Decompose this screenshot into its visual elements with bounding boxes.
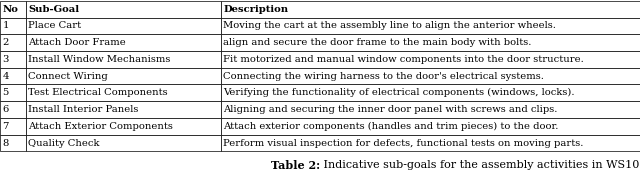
Text: Install Window Mechanisms: Install Window Mechanisms: [28, 55, 170, 64]
Text: align and secure the door frame to the main body with bolts.: align and secure the door frame to the m…: [223, 38, 532, 47]
Text: Connect Wiring: Connect Wiring: [28, 72, 108, 81]
Bar: [26, 1, 221, 18]
Bar: [0, 118, 26, 135]
Bar: [26, 51, 221, 68]
Bar: [0, 1, 26, 18]
Text: Connecting the wiring harness to the door's electrical systems.: Connecting the wiring harness to the doo…: [223, 72, 544, 81]
Bar: [26, 68, 221, 85]
Bar: [26, 118, 221, 135]
Bar: [26, 135, 221, 151]
Text: No: No: [3, 5, 19, 14]
Bar: [0, 68, 26, 85]
Text: Indicative sub-goals for the assembly activities in WS10.: Indicative sub-goals for the assembly ac…: [320, 160, 640, 170]
Text: Verifying the functionality of electrical components (windows, locks).: Verifying the functionality of electrica…: [223, 88, 575, 97]
Text: 4: 4: [3, 72, 9, 81]
Bar: [26, 18, 221, 34]
Bar: [221, 101, 640, 118]
Bar: [26, 85, 221, 101]
Text: 3: 3: [3, 55, 9, 64]
Bar: [0, 101, 26, 118]
Text: Attach exterior components (handles and trim pieces) to the door.: Attach exterior components (handles and …: [223, 122, 559, 131]
Bar: [221, 34, 640, 51]
Bar: [0, 34, 26, 51]
Bar: [0, 18, 26, 34]
Text: Test Electrical Components: Test Electrical Components: [28, 88, 168, 97]
Text: Fit motorized and manual window components into the door structure.: Fit motorized and manual window componen…: [223, 55, 584, 64]
Text: 2: 2: [3, 38, 9, 47]
Bar: [221, 118, 640, 135]
Bar: [221, 1, 640, 18]
Bar: [26, 34, 221, 51]
Text: Moving the cart at the assembly line to align the anterior wheels.: Moving the cart at the assembly line to …: [223, 21, 556, 30]
Text: 8: 8: [3, 139, 9, 148]
Text: 1: 1: [3, 21, 9, 30]
Bar: [0, 51, 26, 68]
Bar: [0, 135, 26, 151]
Text: Attach Exterior Components: Attach Exterior Components: [28, 122, 173, 131]
Text: Aligning and securing the inner door panel with screws and clips.: Aligning and securing the inner door pan…: [223, 105, 557, 114]
Text: Table 2:: Table 2:: [271, 160, 320, 171]
Text: 5: 5: [3, 88, 9, 97]
Bar: [26, 101, 221, 118]
Text: Place Cart: Place Cart: [28, 21, 81, 30]
Text: Perform visual inspection for defects, functional tests on moving parts.: Perform visual inspection for defects, f…: [223, 139, 584, 148]
Text: Install Interior Panels: Install Interior Panels: [28, 105, 138, 114]
Bar: [0, 85, 26, 101]
Bar: [221, 68, 640, 85]
Text: 7: 7: [3, 122, 9, 131]
Text: Description: Description: [223, 5, 289, 14]
Bar: [221, 85, 640, 101]
Text: Sub-Goal: Sub-Goal: [28, 5, 79, 14]
Text: Attach Door Frame: Attach Door Frame: [28, 38, 126, 47]
Bar: [221, 51, 640, 68]
Text: 6: 6: [3, 105, 9, 114]
Text: Quality Check: Quality Check: [28, 139, 100, 148]
Bar: [221, 18, 640, 34]
Bar: [221, 135, 640, 151]
